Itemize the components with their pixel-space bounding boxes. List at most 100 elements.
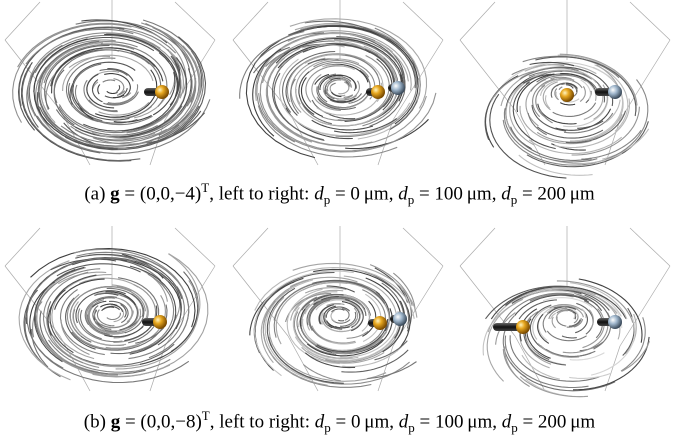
streamline xyxy=(103,80,115,82)
particle xyxy=(516,320,530,334)
streamline xyxy=(254,47,290,73)
particle xyxy=(155,85,169,99)
particle xyxy=(608,85,622,99)
caption-label: (a) xyxy=(84,183,105,204)
render-panel xyxy=(233,226,443,391)
streamline xyxy=(557,317,566,326)
box-edge xyxy=(460,228,495,266)
subscript: p xyxy=(408,192,415,207)
caption-text: , left to right: xyxy=(209,183,309,204)
vector: g xyxy=(111,411,121,432)
streamline xyxy=(98,84,100,94)
streamline xyxy=(547,331,586,341)
streamline xyxy=(574,313,575,318)
subscript: p xyxy=(511,192,518,207)
box-edge xyxy=(630,228,670,266)
value: = 200 μm xyxy=(522,183,595,204)
equation: = (0,0,−4) xyxy=(124,183,201,204)
streamline xyxy=(543,312,551,333)
value: = 0 μm xyxy=(335,183,389,204)
symbol: d xyxy=(315,411,325,432)
subscript: p xyxy=(511,420,518,435)
streamline xyxy=(562,336,577,338)
box-edge xyxy=(403,228,443,266)
streamline xyxy=(117,85,120,91)
caption: (a) g = (0,0,−4)T, left to right: dp = 0… xyxy=(0,180,679,208)
streamline xyxy=(338,320,344,321)
box-edge xyxy=(460,2,495,40)
vector: g xyxy=(110,183,120,204)
streamline xyxy=(107,84,138,104)
particle xyxy=(373,316,387,330)
caption-label: (b) xyxy=(84,411,106,432)
streamline xyxy=(569,373,611,378)
box-edge xyxy=(233,2,268,40)
render-panel xyxy=(460,0,670,178)
symbol: d xyxy=(314,183,324,204)
subscript: p xyxy=(324,420,331,435)
box-edge xyxy=(5,228,40,266)
particle xyxy=(608,315,622,329)
equation: = (0,0,−8) xyxy=(125,411,202,432)
streamline xyxy=(107,91,118,93)
streamline xyxy=(107,313,121,320)
box-edge xyxy=(460,40,515,110)
particle xyxy=(560,88,574,102)
streamline xyxy=(573,337,649,390)
symbol: d xyxy=(398,183,408,204)
subscript: p xyxy=(408,420,415,435)
streamline xyxy=(556,92,557,98)
symbol: d xyxy=(501,183,511,204)
symbol: d xyxy=(399,411,409,432)
superscript: T xyxy=(201,180,209,195)
subscript: p xyxy=(324,192,331,207)
particle xyxy=(371,85,385,99)
streamline xyxy=(330,85,345,96)
streamline xyxy=(114,79,124,95)
box-edge xyxy=(5,2,40,40)
streamline xyxy=(327,286,355,292)
streamline xyxy=(602,129,649,159)
render-panel xyxy=(5,0,215,165)
streamline xyxy=(560,103,575,105)
streamline xyxy=(331,311,335,322)
particle xyxy=(153,315,167,329)
streamline xyxy=(25,316,60,377)
streamline xyxy=(312,326,355,343)
streamline xyxy=(79,278,138,287)
particle xyxy=(391,81,405,95)
caption-text: , left to right: xyxy=(210,411,310,432)
box-edge xyxy=(175,228,215,266)
render-panel xyxy=(460,226,670,397)
streamline xyxy=(331,83,335,85)
streamline xyxy=(559,87,562,90)
superscript: T xyxy=(202,408,210,423)
streamline xyxy=(552,317,555,328)
value: = 0 μm xyxy=(336,411,390,432)
box-edge xyxy=(175,2,215,40)
caption: (b) g = (0,0,−8)T, left to right: dp = 0… xyxy=(0,408,679,436)
figure: (a) g = (0,0,−4)T, left to right: dp = 0… xyxy=(0,0,679,443)
streamline xyxy=(104,74,130,98)
streamline xyxy=(580,86,585,101)
streamline xyxy=(594,313,611,350)
streamline xyxy=(296,89,325,123)
box-edge xyxy=(233,228,268,266)
streamline xyxy=(140,288,198,364)
streamline xyxy=(367,362,416,379)
particle xyxy=(393,312,407,326)
streamline xyxy=(338,82,348,94)
streamline xyxy=(75,58,186,138)
panels xyxy=(0,0,679,443)
streamline xyxy=(517,74,554,112)
box-edge xyxy=(403,2,443,40)
value: = 200 μm xyxy=(522,411,595,432)
streamline xyxy=(87,71,119,106)
value: = 100 μm xyxy=(419,183,492,204)
box-edge xyxy=(630,2,670,40)
value: = 100 μm xyxy=(419,411,492,432)
streamline xyxy=(505,336,588,388)
render-panel xyxy=(233,0,443,165)
render-panel xyxy=(5,226,215,391)
symbol: d xyxy=(502,411,512,432)
